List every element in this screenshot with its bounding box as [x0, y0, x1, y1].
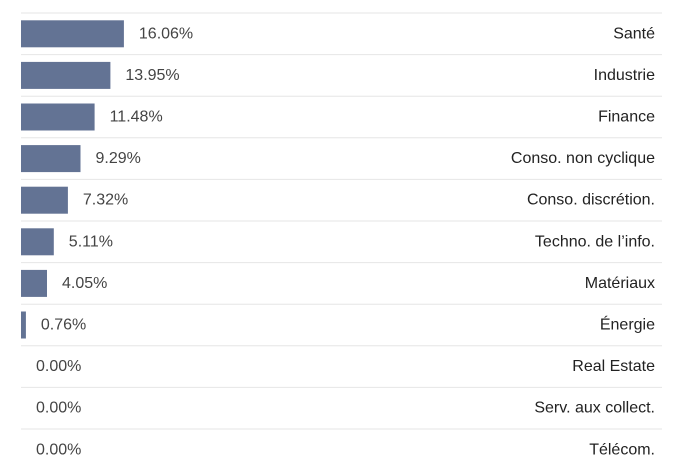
bar-materiaux — [21, 269, 47, 297]
bar-conso-non-cyclique — [21, 145, 81, 173]
bar-techno-de-l-info — [21, 228, 54, 256]
category-label-conso-discretion: Conso. discrétion. — [527, 192, 655, 209]
value-label-conso-discretion: 7.32% — [83, 192, 128, 209]
value-label-energie: 0.76% — [41, 317, 86, 334]
category-label-energie: Énergie — [600, 315, 655, 334]
value-label-finance: 11.48% — [110, 109, 163, 126]
value-label-materiaux: 4.05% — [62, 275, 107, 292]
category-label-finance: Finance — [598, 109, 655, 126]
value-label-sante: 16.06% — [139, 25, 193, 42]
category-label-techno-de-l-info: Techno. de l’info. — [535, 233, 655, 250]
value-label-industrie: 13.95% — [125, 67, 179, 84]
category-label-real-estate: Real Estate — [572, 358, 655, 375]
category-label-industrie: Industrie — [594, 67, 655, 84]
value-label-conso-non-cyclique: 9.29% — [96, 150, 141, 167]
category-label-telecom: Télécom. — [589, 441, 655, 458]
bar-sante — [21, 20, 124, 48]
bar-energie — [21, 311, 26, 339]
category-label-conso-non-cyclique: Conso. non cyclique — [511, 150, 655, 167]
value-label-serv-aux-collect: 0.00% — [36, 400, 81, 417]
bar-conso-discretion — [21, 186, 68, 214]
category-label-sante: Santé — [613, 25, 655, 42]
bar-industrie — [21, 61, 111, 89]
bar-finance — [21, 103, 95, 131]
value-label-telecom: 0.00% — [36, 441, 81, 458]
value-label-techno-de-l-info: 5.11% — [69, 233, 113, 250]
value-label-real-estate: 0.00% — [36, 358, 81, 375]
category-label-serv-aux-collect: Serv. aux collect. — [534, 400, 655, 417]
category-label-materiaux: Matériaux — [585, 275, 655, 292]
